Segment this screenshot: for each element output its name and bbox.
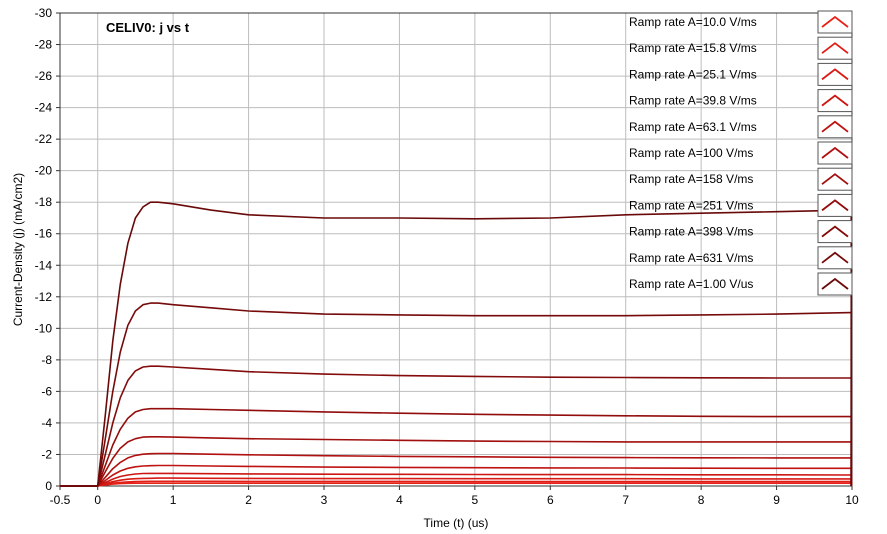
legend-swatch-line <box>821 120 849 133</box>
series-line-11 <box>60 201 852 487</box>
series-line-1 <box>60 482 852 487</box>
legend-label: Ramp rate A=631 V/ms <box>629 251 753 265</box>
series-line-5 <box>60 464 852 487</box>
legend-label: Ramp rate A=100 V/ms <box>629 146 753 160</box>
series-line-8 <box>60 407 852 487</box>
legend-swatch <box>817 220 853 244</box>
series-line-6 <box>60 452 852 487</box>
legend-swatch-line <box>821 173 849 185</box>
legend-swatch-line <box>821 225 849 238</box>
legend-swatch <box>817 141 853 165</box>
legend-label: Ramp rate A=39.8 V/ms <box>629 94 757 108</box>
x-tick-label: 2 <box>245 493 252 507</box>
series-line-4 <box>60 472 852 487</box>
y-tick-label: -26 <box>35 69 53 83</box>
series-lines <box>60 201 853 487</box>
x-tick-label: 7 <box>622 493 629 507</box>
legend-swatch-line <box>821 42 849 54</box>
legend-swatch <box>817 10 853 34</box>
chart-title: CELIV0: j vs t <box>106 20 190 35</box>
legend-label: Ramp rate A=63.1 V/ms <box>629 120 757 134</box>
legend-swatch-line <box>821 277 849 290</box>
legend-label: Ramp rate A=398 V/ms <box>629 225 753 239</box>
y-tick-label: -22 <box>35 132 53 146</box>
legend-swatch <box>817 115 853 139</box>
legend-swatch <box>817 89 853 113</box>
x-tick-label: 8 <box>698 493 705 507</box>
legend-swatch <box>817 246 853 270</box>
series-line-7 <box>60 435 852 487</box>
legend-swatch <box>817 167 853 191</box>
legend-swatch <box>817 36 853 60</box>
plot-area <box>59 12 853 487</box>
y-tick-label: -28 <box>35 38 53 52</box>
series-line-2 <box>60 480 852 487</box>
legend-label: Ramp rate A=10.0 V/ms <box>629 15 757 29</box>
legend-swatch-line <box>821 146 849 159</box>
x-tick-label: 3 <box>321 493 328 507</box>
y-tick-label: -30 <box>35 6 53 20</box>
y-tick-label: -2 <box>41 447 52 461</box>
legend-swatch <box>817 272 853 296</box>
x-tick-label: 10 <box>845 493 859 507</box>
series-line-3 <box>60 477 852 487</box>
x-tick-label: 4 <box>396 493 403 507</box>
legend-swatch-line <box>821 199 849 212</box>
y-tick-label: -16 <box>35 227 53 241</box>
grid <box>60 13 852 486</box>
x-axis-ticks: -0.5 0 1 2 3 4 5 6 7 8 9 10 <box>50 486 859 507</box>
y-tick-label: -20 <box>35 164 53 178</box>
legend-swatch-line <box>821 94 849 107</box>
legend-swatch-line <box>821 251 849 264</box>
y-axis-label: Current-Density (j) (mA/cm2) <box>11 173 25 326</box>
y-tick-label: -24 <box>35 101 53 115</box>
legend-label: Ramp rate A=158 V/ms <box>629 172 753 186</box>
x-tick-label: 1 <box>170 493 177 507</box>
legend-swatch <box>817 193 853 217</box>
y-tick-label: -4 <box>41 416 52 430</box>
y-tick-label: -10 <box>35 321 53 335</box>
series-line-10 <box>60 302 852 487</box>
legend-swatch-line <box>821 15 849 28</box>
x-tick-label: 0 <box>94 493 101 507</box>
x-tick-label: 9 <box>773 493 780 507</box>
x-tick-label: -0.5 <box>50 493 71 507</box>
legend-label: Ramp rate A=251 V/ms <box>629 198 753 212</box>
legend-label: Ramp rate A=25.1 V/ms <box>629 67 757 81</box>
legend-label: Ramp rate A=1.00 V/us <box>629 277 753 291</box>
y-tick-label: -6 <box>41 384 52 398</box>
y-tick-label: -14 <box>35 258 53 272</box>
legend-swatch-line <box>821 68 849 81</box>
legend-label: Ramp rate A=15.8 V/ms <box>629 41 757 55</box>
legend-swatch <box>817 62 853 86</box>
y-tick-label: -8 <box>41 353 52 367</box>
y-tick-label: -18 <box>35 195 53 209</box>
y-axis-ticks: -30-28-26-24-22-20-18-16-14-12-10-8-6-4-… <box>35 6 60 493</box>
legend: Ramp rate A=10.0 V/ms Ramp rate A=15.8 V/… <box>629 10 853 296</box>
y-tick-label: 0 <box>45 479 52 493</box>
x-tick-label: 5 <box>472 493 479 507</box>
x-axis-label: Time (t) (us) <box>424 516 489 530</box>
y-tick-label: -12 <box>35 290 53 304</box>
x-tick-label: 6 <box>547 493 554 507</box>
series-line-9 <box>60 365 852 487</box>
